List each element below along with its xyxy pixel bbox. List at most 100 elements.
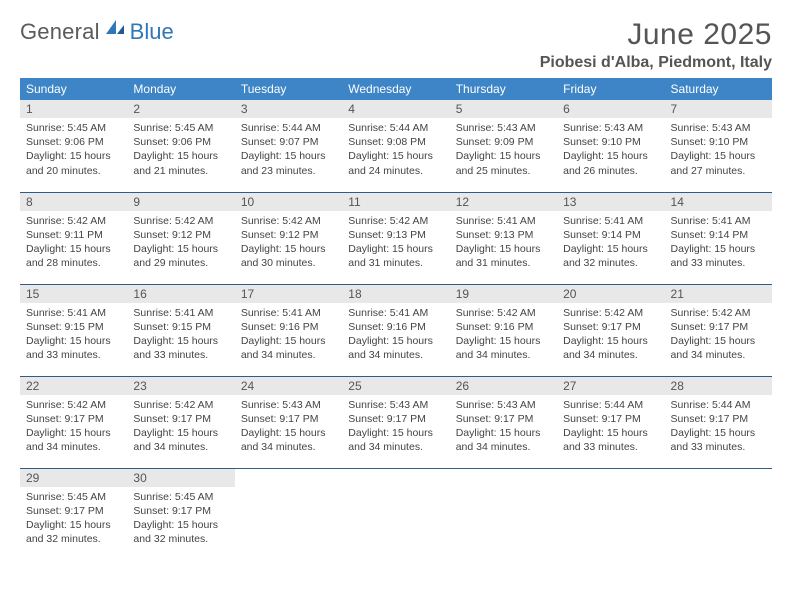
sunrise-text: Sunrise: 5:41 AM bbox=[26, 306, 121, 320]
daylight-text: Daylight: 15 hours and 31 minutes. bbox=[456, 242, 551, 270]
day-content: Sunrise: 5:45 AMSunset: 9:17 PMDaylight:… bbox=[20, 487, 127, 553]
day-content: Sunrise: 5:44 AMSunset: 9:17 PMDaylight:… bbox=[665, 395, 772, 461]
sunset-text: Sunset: 9:13 PM bbox=[456, 228, 551, 242]
sunset-text: Sunset: 9:14 PM bbox=[563, 228, 658, 242]
sunrise-text: Sunrise: 5:43 AM bbox=[348, 398, 443, 412]
calendar-cell: 20Sunrise: 5:42 AMSunset: 9:17 PMDayligh… bbox=[557, 284, 664, 376]
sunset-text: Sunset: 9:06 PM bbox=[26, 135, 121, 149]
daylight-text: Daylight: 15 hours and 26 minutes. bbox=[563, 149, 658, 177]
sunset-text: Sunset: 9:10 PM bbox=[671, 135, 766, 149]
calendar-cell: 16Sunrise: 5:41 AMSunset: 9:15 PMDayligh… bbox=[127, 284, 234, 376]
day-number: 22 bbox=[20, 377, 127, 395]
daylight-text: Daylight: 15 hours and 34 minutes. bbox=[456, 334, 551, 362]
page-header: General Blue June 2025 Piobesi d'Alba, P… bbox=[20, 18, 772, 72]
daylight-text: Daylight: 15 hours and 33 minutes. bbox=[26, 334, 121, 362]
sunrise-text: Sunrise: 5:42 AM bbox=[348, 214, 443, 228]
daylight-text: Daylight: 15 hours and 30 minutes. bbox=[241, 242, 336, 270]
sunset-text: Sunset: 9:06 PM bbox=[133, 135, 228, 149]
day-number: 3 bbox=[235, 100, 342, 118]
logo-text-blue: Blue bbox=[130, 19, 174, 45]
day-number: 9 bbox=[127, 193, 234, 211]
sunset-text: Sunset: 9:13 PM bbox=[348, 228, 443, 242]
calendar-cell: 3Sunrise: 5:44 AMSunset: 9:07 PMDaylight… bbox=[235, 100, 342, 192]
day-number: 20 bbox=[557, 285, 664, 303]
day-number: 7 bbox=[665, 100, 772, 118]
day-content: Sunrise: 5:42 AMSunset: 9:11 PMDaylight:… bbox=[20, 211, 127, 277]
calendar-cell: 1 Sunrise: 5:45 AMSunset: 9:06 PMDaylight… bbox=[20, 100, 127, 192]
daylight-text: Daylight: 15 hours and 32 minutes. bbox=[563, 242, 658, 270]
calendar-cell: 22Sunrise: 5:42 AMSunset: 9:17 PMDayligh… bbox=[20, 376, 127, 468]
sunrise-text: Sunrise: 5:42 AM bbox=[456, 306, 551, 320]
day-content: Sunrise: 5:42 AMSunset: 9:17 PMDaylight:… bbox=[127, 395, 234, 461]
calendar-cell: 15 Sunrise: 5:41 AMSunset: 9:15 PMDayligh… bbox=[20, 284, 127, 376]
day-number: 15 bbox=[20, 285, 127, 303]
logo-text-gray: General bbox=[20, 19, 100, 45]
calendar-cell: 30Sunrise: 5:45 AMSunset: 9:17 PMDayligh… bbox=[127, 468, 234, 560]
calendar-cell: 4Sunrise: 5:44 AMSunset: 9:08 PMDaylight… bbox=[342, 100, 449, 192]
day-number: 10 bbox=[235, 193, 342, 211]
sunrise-text: Sunrise: 5:41 AM bbox=[563, 214, 658, 228]
daylight-text: Daylight: 15 hours and 20 minutes. bbox=[26, 149, 121, 177]
day-content: Sunrise: 5:43 AMSunset: 9:10 PMDaylight:… bbox=[557, 118, 664, 184]
sunset-text: Sunset: 9:17 PM bbox=[133, 412, 228, 426]
sunrise-text: Sunrise: 5:43 AM bbox=[456, 398, 551, 412]
calendar-row: 22Sunrise: 5:42 AMSunset: 9:17 PMDayligh… bbox=[20, 376, 772, 468]
daylight-text: Daylight: 15 hours and 34 minutes. bbox=[241, 334, 336, 362]
dayheader-wed: Wednesday bbox=[342, 78, 449, 100]
calendar-cell: .. bbox=[665, 468, 772, 560]
calendar-table: Sunday Monday Tuesday Wednesday Thursday… bbox=[20, 78, 772, 560]
sunrise-text: Sunrise: 5:42 AM bbox=[133, 398, 228, 412]
sunset-text: Sunset: 9:07 PM bbox=[241, 135, 336, 149]
sunrise-text: Sunrise: 5:41 AM bbox=[348, 306, 443, 320]
day-number: 2 bbox=[127, 100, 234, 118]
calendar-cell: 13Sunrise: 5:41 AMSunset: 9:14 PMDayligh… bbox=[557, 192, 664, 284]
day-number: 1 bbox=[20, 100, 127, 118]
sunset-text: Sunset: 9:12 PM bbox=[133, 228, 228, 242]
sunset-text: Sunset: 9:17 PM bbox=[133, 504, 228, 518]
day-content: Sunrise: 5:43 AMSunset: 9:17 PMDaylight:… bbox=[235, 395, 342, 461]
daylight-text: Daylight: 15 hours and 33 minutes. bbox=[671, 242, 766, 270]
daylight-text: Daylight: 15 hours and 34 minutes. bbox=[241, 426, 336, 454]
day-content: Sunrise: 5:42 AMSunset: 9:12 PMDaylight:… bbox=[127, 211, 234, 277]
calendar-cell: 6Sunrise: 5:43 AMSunset: 9:10 PMDaylight… bbox=[557, 100, 664, 192]
day-number: 17 bbox=[235, 285, 342, 303]
calendar-cell: 17Sunrise: 5:41 AMSunset: 9:16 PMDayligh… bbox=[235, 284, 342, 376]
daylight-text: Daylight: 15 hours and 33 minutes. bbox=[563, 426, 658, 454]
calendar-cell: 21Sunrise: 5:42 AMSunset: 9:17 PMDayligh… bbox=[665, 284, 772, 376]
sunrise-text: Sunrise: 5:42 AM bbox=[563, 306, 658, 320]
sunrise-text: Sunrise: 5:41 AM bbox=[456, 214, 551, 228]
daylight-text: Daylight: 15 hours and 27 minutes. bbox=[671, 149, 766, 177]
day-content: Sunrise: 5:42 AMSunset: 9:17 PMDaylight:… bbox=[20, 395, 127, 461]
sunrise-text: Sunrise: 5:45 AM bbox=[26, 121, 121, 135]
sunrise-text: Sunrise: 5:44 AM bbox=[241, 121, 336, 135]
sunrise-text: Sunrise: 5:42 AM bbox=[241, 214, 336, 228]
daylight-text: Daylight: 15 hours and 33 minutes. bbox=[671, 426, 766, 454]
daylight-text: Daylight: 15 hours and 34 minutes. bbox=[671, 334, 766, 362]
sunrise-text: Sunrise: 5:43 AM bbox=[671, 121, 766, 135]
day-number: 11 bbox=[342, 193, 449, 211]
location-label: Piobesi d'Alba, Piedmont, Italy bbox=[540, 54, 772, 72]
sunset-text: Sunset: 9:17 PM bbox=[456, 412, 551, 426]
day-content: Sunrise: 5:45 AMSunset: 9:06 PMDaylight:… bbox=[127, 118, 234, 184]
logo-sail-icon bbox=[104, 18, 126, 45]
day-number: 14 bbox=[665, 193, 772, 211]
calendar-row: 29Sunrise: 5:45 AMSunset: 9:17 PMDayligh… bbox=[20, 468, 772, 560]
day-number: 16 bbox=[127, 285, 234, 303]
sunrise-text: Sunrise: 5:45 AM bbox=[133, 121, 228, 135]
daylight-text: Daylight: 15 hours and 24 minutes. bbox=[348, 149, 443, 177]
sunrise-text: Sunrise: 5:41 AM bbox=[241, 306, 336, 320]
daylight-text: Daylight: 15 hours and 33 minutes. bbox=[133, 334, 228, 362]
sunrise-text: Sunrise: 5:41 AM bbox=[133, 306, 228, 320]
sunrise-text: Sunrise: 5:42 AM bbox=[26, 214, 121, 228]
sunset-text: Sunset: 9:16 PM bbox=[456, 320, 551, 334]
sunset-text: Sunset: 9:11 PM bbox=[26, 228, 121, 242]
calendar-cell: 27Sunrise: 5:44 AMSunset: 9:17 PMDayligh… bbox=[557, 376, 664, 468]
day-content: Sunrise: 5:43 AMSunset: 9:10 PMDaylight:… bbox=[665, 118, 772, 184]
calendar-row: 15Sunrise: 5:41 AMSunset: 9:15 PMDayligh… bbox=[20, 284, 772, 376]
sunset-text: Sunset: 9:17 PM bbox=[671, 412, 766, 426]
sunset-text: Sunset: 9:10 PM bbox=[563, 135, 658, 149]
sunrise-text: Sunrise: 5:41 AM bbox=[671, 214, 766, 228]
calendar-cell: 5Sunrise: 5:43 AMSunset: 9:09 PMDaylight… bbox=[450, 100, 557, 192]
sunset-text: Sunset: 9:15 PM bbox=[26, 320, 121, 334]
sunset-text: Sunset: 9:17 PM bbox=[348, 412, 443, 426]
